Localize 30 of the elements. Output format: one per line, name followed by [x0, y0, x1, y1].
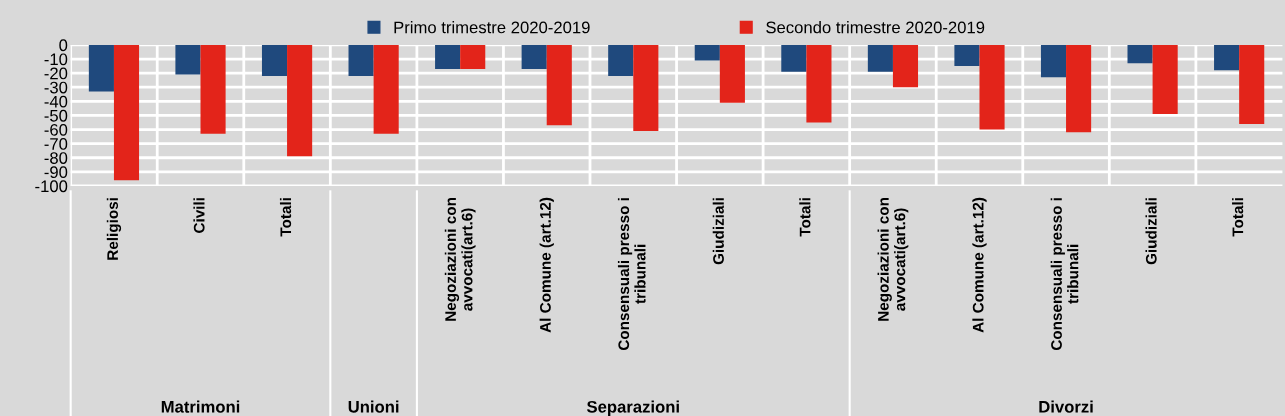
x-tick-label: Totali [1232, 198, 1244, 237]
x-tick-label: Consensuali presso i tribunali [1050, 198, 1079, 351]
x-tick-label: Civili [193, 198, 205, 233]
y-tick-label: -40 [44, 95, 68, 108]
text: Unioni [348, 400, 399, 413]
x-tick-label: Religiosi [106, 198, 122, 260]
y-tick-label: -100 [35, 180, 68, 193]
x-tick-label: Negoziazioni con avvocati(art.6) [444, 198, 476, 321]
text: Divorzi [1039, 400, 1093, 413]
x-tick-label: Negoziazioni con avvocati(art.6) [877, 198, 909, 321]
text: Separazioni [586, 400, 679, 416]
x-tick-label: Al Comune (art.12) [972, 197, 987, 333]
y-tick-label: -50 [44, 109, 68, 122]
x-tick-label: Giudiziali [712, 198, 724, 265]
x-tick-label: Totali [799, 198, 811, 237]
x-tick-label: Al Comune (art.12) [539, 197, 554, 333]
x-tick-label: Consensuali presso i tribunali [617, 198, 646, 351]
x-tick-label: Totali [279, 198, 292, 237]
y-tick-label: -90 [44, 166, 68, 179]
y-tick-label: 0 [59, 39, 68, 52]
legend-label: Secondo trimestre 2020-2019 [766, 21, 985, 34]
text: Matrimoni [161, 400, 240, 413]
y-tick-label: -30 [44, 81, 68, 94]
y-tick-label: -80 [44, 152, 68, 164]
y-tick-label: -60 [44, 123, 68, 136]
y-tick-label: -10 [44, 53, 68, 66]
x-tick-label: Giudiziali [1145, 198, 1157, 265]
y-tick-label: -20 [44, 67, 68, 80]
y-tick-label: -70 [44, 138, 68, 150]
legend-label: Primo trimestre 2020-2019 [394, 21, 590, 34]
